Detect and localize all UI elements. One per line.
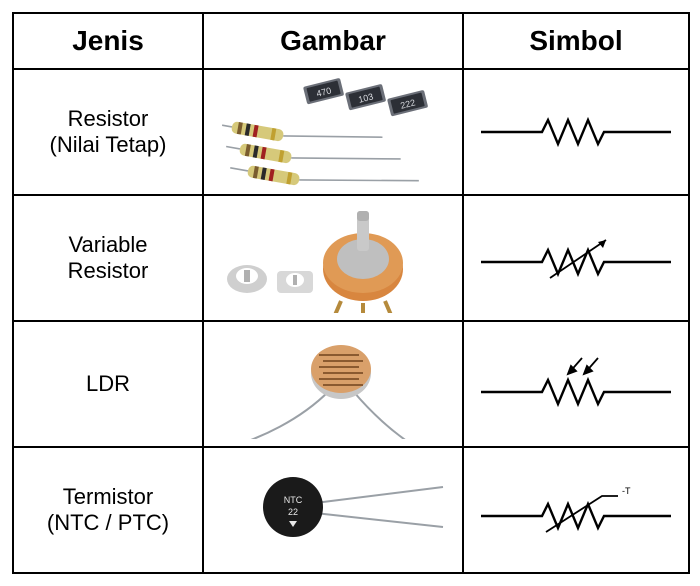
type-label-line2: (NTC / PTC) — [47, 510, 169, 535]
table-row: Termistor (NTC / PTC) NTC 22 — [13, 447, 689, 573]
table-row: LDR — [13, 321, 689, 447]
table-row: Resistor (Nilai Tetap) 470 — [13, 69, 689, 195]
svg-text:NTC: NTC — [284, 495, 303, 505]
image-cell: 470 103 222 — [203, 69, 463, 195]
table-header-row: Jenis Gambar Simbol — [13, 13, 689, 69]
component-image-thermistor: NTC 22 — [210, 455, 456, 565]
col-header-image: Gambar — [203, 13, 463, 69]
type-label-line2: (Nilai Tetap) — [50, 132, 167, 157]
component-image-variable-resistor — [210, 203, 456, 313]
component-image-fixed-resistor: 470 103 222 — [210, 77, 456, 187]
col-header-symbol: Simbol — [463, 13, 689, 69]
type-label-line2: Resistor — [68, 258, 149, 283]
svg-text:22: 22 — [288, 507, 298, 517]
symbol-thermistor: -T — [470, 455, 682, 565]
symbol-cell — [463, 195, 689, 321]
type-cell: LDR — [13, 321, 203, 447]
symbol-cell — [463, 69, 689, 195]
symbol-ldr — [470, 329, 682, 439]
type-label-line1: Variable — [68, 232, 147, 257]
thermistor-t-label: -T — [622, 486, 631, 496]
component-image-ldr — [210, 329, 456, 439]
type-cell: Termistor (NTC / PTC) — [13, 447, 203, 573]
resistor-types-table: Jenis Gambar Simbol Resistor (Nilai Teta… — [12, 12, 690, 574]
type-cell: Variable Resistor — [13, 195, 203, 321]
type-label-line1: LDR — [86, 371, 130, 396]
symbol-resistor — [470, 77, 682, 187]
type-cell: Resistor (Nilai Tetap) — [13, 69, 203, 195]
image-cell — [203, 195, 463, 321]
symbol-cell — [463, 321, 689, 447]
symbol-cell: -T — [463, 447, 689, 573]
col-header-type: Jenis — [13, 13, 203, 69]
type-label-line1: Resistor — [68, 106, 149, 131]
image-cell: NTC 22 — [203, 447, 463, 573]
table-row: Variable Resistor — [13, 195, 689, 321]
image-cell — [203, 321, 463, 447]
type-label-line1: Termistor — [63, 484, 153, 509]
symbol-variable-resistor — [470, 203, 682, 313]
